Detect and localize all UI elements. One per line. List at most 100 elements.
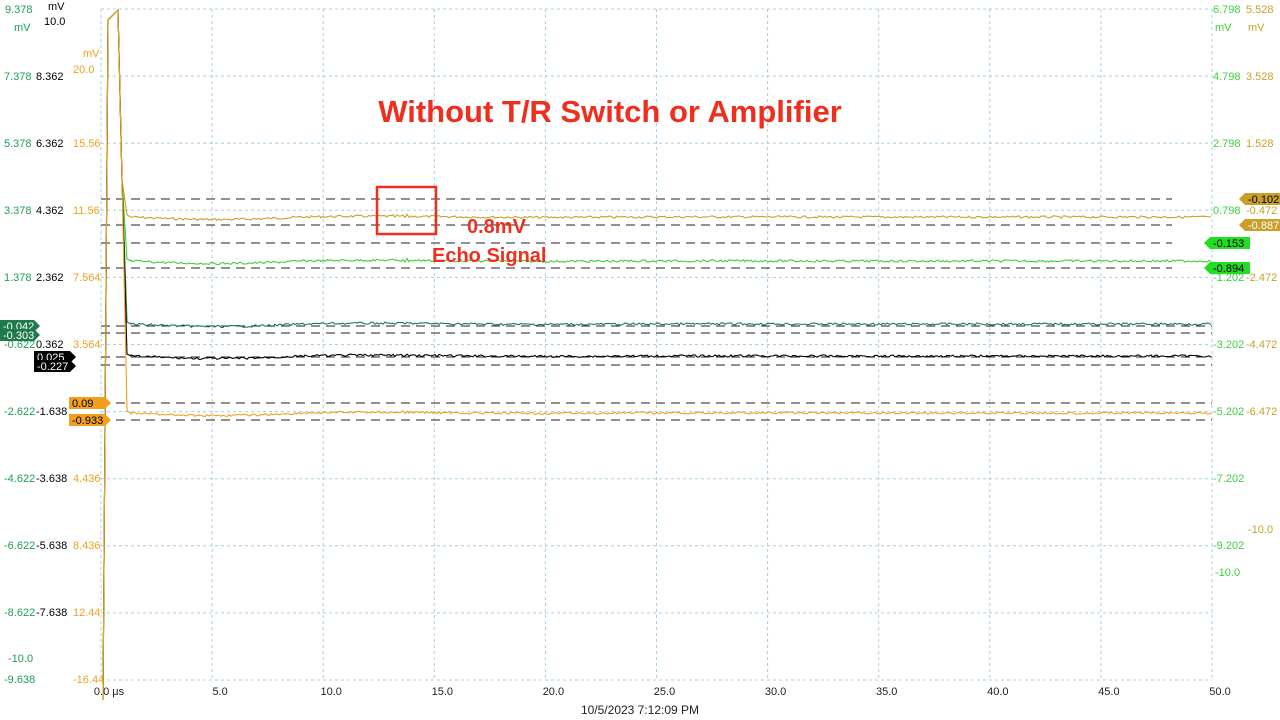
level-markers: -0.102-0.887-0.153-0.894-0.042-0.3030.02… xyxy=(0,193,1280,427)
x-tick-label: 40.0 xyxy=(987,686,1008,698)
x-tick-label: 30.0 xyxy=(765,686,786,698)
marker-olive-top-shape xyxy=(1239,193,1280,205)
black-axis-unit: mV xyxy=(48,1,65,13)
orange-axis-tick: 11.56 xyxy=(73,205,100,217)
green-axis-tick: 5.378 xyxy=(4,138,32,150)
green-axis-tick: -2.622 xyxy=(4,406,35,418)
right-green-unit: mV xyxy=(1215,22,1232,34)
marker-green-top: -0.153 xyxy=(1204,237,1250,250)
marker-green-top-shape xyxy=(1204,237,1250,249)
green-axis-tick: -6.622 xyxy=(4,540,35,552)
right-green-tick: 2.798 xyxy=(1213,138,1241,150)
x-tick-label: 50.0 xyxy=(1209,686,1230,698)
x-tick-label: 35.0 xyxy=(876,686,897,698)
black-axis-tick: 8.362 xyxy=(36,71,64,83)
green-axis-top-value: 9.378 xyxy=(5,4,33,16)
black-axis-tick: -5.638 xyxy=(36,540,67,552)
marker-orange-top: 0.09 xyxy=(69,397,111,410)
right-green-tick: -5.202 xyxy=(1213,406,1244,418)
x-tick-label: 10.0 xyxy=(320,686,341,698)
echo-highlight-box xyxy=(375,185,438,236)
marker-teal-bottom: -0.303 xyxy=(0,329,40,342)
marker-olive-bottom-label: -0.887 xyxy=(1248,220,1279,232)
right-olive-tick: -6.472 xyxy=(1246,406,1277,418)
timestamp: 10/5/2023 7:12:09 PM xyxy=(581,703,699,717)
right-green-tick: -1.202 xyxy=(1213,272,1244,284)
marker-green-bottom: -0.894 xyxy=(1204,262,1250,275)
green-axis-extra: -10.0 xyxy=(8,653,33,665)
green-axis-tick: 1.378 xyxy=(4,272,32,284)
right-olive-tick: -0.472 xyxy=(1246,205,1277,217)
marker-teal-bottom-label: -0.303 xyxy=(3,330,34,342)
green-axis-unit: mV xyxy=(14,22,31,34)
right-olive-unit: mV xyxy=(1248,22,1265,34)
marker-green-bottom-shape xyxy=(1204,262,1250,274)
right-olive-extra: -10.0 xyxy=(1248,524,1273,536)
green-axis-tick: -4.622 xyxy=(4,473,35,485)
series-trace xyxy=(102,8,1212,701)
marker-black-bottom-shape xyxy=(34,360,76,372)
marker-orange-top-label: 0.09 xyxy=(72,398,93,410)
green-axis-tick: -0.622 xyxy=(4,339,35,351)
marker-olive-bottom: -0.887 xyxy=(1239,219,1280,232)
orange-axis-unit: mV xyxy=(83,48,100,60)
black-axis-tick: 6.362 xyxy=(36,138,64,150)
right-olive-tick: 3.528 xyxy=(1246,71,1274,83)
x-tick-label: 0.0 μs xyxy=(94,686,125,698)
right-green-extra: -10.0 xyxy=(1215,567,1240,579)
x-tick-label: 20.0 xyxy=(543,686,564,698)
x-tick-label: 45.0 xyxy=(1098,686,1119,698)
marker-olive-top: -0.102 xyxy=(1239,193,1280,206)
green-axis-tick: -8.622 xyxy=(4,607,35,619)
marker-olive-top-label: -0.102 xyxy=(1248,194,1279,206)
right-olive-tick: -2.472 xyxy=(1246,272,1277,284)
right-olive-top-value: 5.528 xyxy=(1246,4,1274,16)
black-axis-tick: -3.638 xyxy=(36,473,67,485)
series-trace xyxy=(102,8,1212,701)
right-green-tick: -3.202 xyxy=(1213,339,1244,351)
series-trace xyxy=(102,8,1212,701)
orange-axis-tick: 12.44 xyxy=(73,607,101,619)
marker-black-bottom: -0.227 xyxy=(34,360,76,373)
x-tick-label: 25.0 xyxy=(654,686,675,698)
waveform-traces xyxy=(102,8,1212,701)
x-tick-label: 15.0 xyxy=(432,686,453,698)
black-axis-tick: -7.638 xyxy=(36,607,67,619)
right-olive-tick: -4.472 xyxy=(1246,339,1277,351)
marker-orange-bottom: -0.933 xyxy=(69,414,111,427)
orange-axis-tick: 4.436 xyxy=(73,473,101,485)
orange-axis-tick: 20.0 xyxy=(73,64,94,76)
marker-green-top-label: -0.153 xyxy=(1213,238,1244,250)
x-tick-label: 5.0 xyxy=(212,686,227,698)
orange-axis-tick: 3.564 xyxy=(73,339,101,351)
orange-axis-tick: 15.56 xyxy=(73,138,101,150)
orange-axis-tick: -16.44 xyxy=(73,674,104,686)
black-axis-tick: 2.362 xyxy=(36,272,64,284)
black-axis-tick: 4.362 xyxy=(36,205,64,217)
right-olive-tick: 1.528 xyxy=(1246,138,1274,150)
left-axes: 9.378 mV mV 10.0 mV 7.378 5.378 3.378 1.378 -0.62… xyxy=(4,1,104,686)
chart-grid xyxy=(100,8,1213,681)
right-green-tick: -9.202 xyxy=(1213,540,1244,552)
right-axes: 6.798 5.528 mV mV 4.798 2.798 0.798 -1.202 -3.20… xyxy=(1213,4,1277,579)
right-green-tick: 0.798 xyxy=(1213,205,1241,217)
marker-olive-bottom-shape xyxy=(1239,219,1280,231)
series-trace xyxy=(102,8,1212,701)
black-axis-tick: -1.638 xyxy=(36,406,67,418)
orange-axis-tick: 7.564 xyxy=(73,272,101,284)
marker-orange-bottom-shape xyxy=(69,414,111,426)
marker-green-bottom-label: -0.894 xyxy=(1213,263,1244,275)
right-green-top-value: 6.798 xyxy=(1213,4,1241,16)
black-axis-tick: 0.362 xyxy=(36,339,64,351)
chart-title: Without T/R Switch or Amplifier xyxy=(378,94,842,129)
marker-black-bottom-label: -0.227 xyxy=(37,361,68,373)
green-axis-tick: -9.638 xyxy=(4,674,35,686)
marker-teal-bottom-shape xyxy=(0,329,40,341)
x-axis: 0.0 μs 5.0 10.0 15.0 20.0 25.0 30.0 35.0 40.0 45.… xyxy=(94,686,1231,698)
black-axis-top-value: 10.0 xyxy=(44,16,65,28)
series-trace xyxy=(102,8,1212,701)
right-green-tick: -7.202 xyxy=(1213,473,1244,485)
marker-orange-bottom-label: -0.933 xyxy=(72,415,103,427)
right-green-tick: 4.798 xyxy=(1213,71,1241,83)
